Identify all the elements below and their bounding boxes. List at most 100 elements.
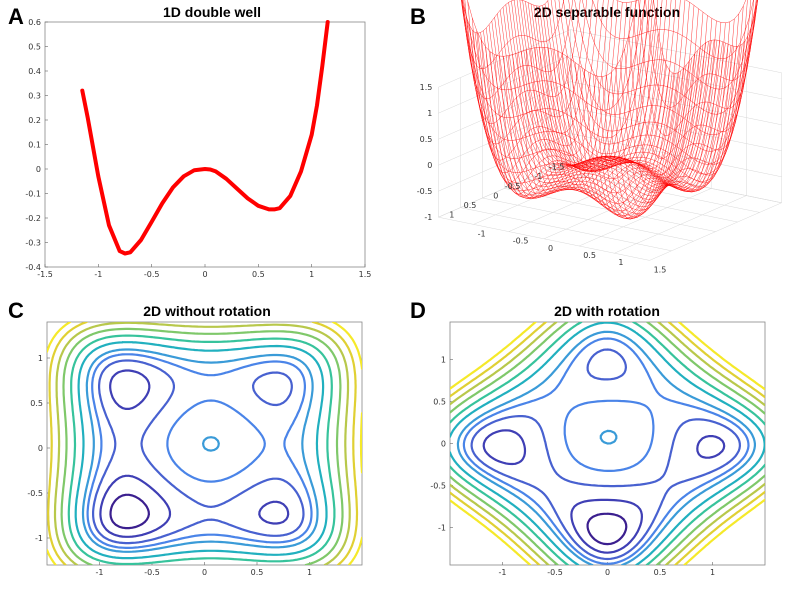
x-tick-label: 0.5 <box>583 251 596 260</box>
x-tick-label: -1 <box>478 229 486 238</box>
y-tick-label: 0.2 <box>28 116 41 125</box>
surface-mesh-line <box>511 0 709 187</box>
grid-line <box>438 216 650 261</box>
contour-line <box>47 322 359 565</box>
contour-line <box>450 322 765 565</box>
series-line <box>80 20 330 256</box>
y-tick-label: -0.3 <box>25 239 41 248</box>
surface-mesh-line <box>552 0 676 192</box>
contour-line <box>47 322 362 565</box>
y-tick-label: 0.4 <box>28 67 41 76</box>
contour-line <box>53 322 351 565</box>
x-tick-label: 1 <box>618 258 623 267</box>
x-tick-label: 0 <box>548 244 553 253</box>
x-tick-label: -0.5 <box>144 568 160 577</box>
panel-d-title: 2D with rotation <box>554 303 660 319</box>
grid-line <box>460 207 672 252</box>
y-tick-label: -0.2 <box>25 214 41 223</box>
y-tick-label: 1 <box>449 211 454 220</box>
contour-line <box>450 322 765 565</box>
y-tick-label: 0.5 <box>464 201 477 210</box>
y-tick-label: -0.5 <box>505 182 521 191</box>
x-tick-label: 1 <box>710 568 715 577</box>
surface-mesh-line <box>601 22 726 220</box>
x-tick-label: 0.5 <box>654 568 667 577</box>
surface-mesh-line <box>462 0 549 34</box>
y-tick-label: -0.1 <box>25 190 41 199</box>
surface-mesh-line <box>624 0 748 192</box>
x-tick-label: 1 <box>309 270 314 279</box>
z-tick-label: 1 <box>427 109 432 118</box>
contour-line <box>81 348 319 553</box>
surface-mesh-line <box>461 0 659 180</box>
y-tick-label: 0 <box>493 191 498 200</box>
y-tick-label: 0.5 <box>30 399 43 408</box>
x-tick-label: 1.5 <box>359 270 372 279</box>
y-tick-label: -0.5 <box>27 489 43 498</box>
surface-mesh-line <box>645 0 758 108</box>
panel-a-title: 1D double well <box>163 4 261 20</box>
surface-mesh-line <box>583 15 708 212</box>
contour-line <box>462 337 750 565</box>
surface-mesh-line <box>566 2 690 199</box>
surface-mesh-line <box>588 18 713 215</box>
plot-area <box>44 21 366 268</box>
x-tick-label: -0.5 <box>144 270 160 279</box>
y-tick-label: -0.4 <box>25 263 41 272</box>
surface-mesh-line <box>469 25 667 212</box>
contour-line <box>109 493 150 530</box>
surface-mesh-line <box>653 0 758 74</box>
z-tick-label: 1.5 <box>420 83 433 92</box>
y-tick-label: 0.1 <box>28 141 41 150</box>
x-tick-label: 0.5 <box>251 568 264 577</box>
panel-letter-a: A <box>8 4 24 29</box>
z-tick-label: 0.5 <box>420 135 433 144</box>
y-tick-label: 0 <box>38 444 43 453</box>
contour-line <box>450 322 765 565</box>
contour-line <box>74 341 328 560</box>
contour-line <box>586 512 628 546</box>
x-tick-label: 0 <box>605 568 610 577</box>
x-tick-label: -0.5 <box>547 568 563 577</box>
y-tick-label: 0.3 <box>28 92 41 101</box>
z-tick-label: -0.5 <box>417 187 433 196</box>
surface-mesh-line <box>615 13 740 211</box>
x-tick-label: -1.5 <box>37 270 53 279</box>
surface-mesh-line <box>461 0 652 139</box>
panel-b-surface-plot: -1 -0.5 0 0.5 1 1.5 -1.5 -1 -0.5 0 0.5 1 -1 -0.5 0 0.5 1… <box>417 0 782 274</box>
contour-line <box>99 369 290 538</box>
grid-line <box>482 197 694 242</box>
contour-line <box>482 429 726 554</box>
surface-mesh-line <box>461 0 656 161</box>
surface-mesh-line <box>477 33 676 220</box>
y-tick-label: 0 <box>441 440 446 449</box>
surface-mesh-line <box>466 17 665 204</box>
surface-mesh-line <box>516 0 641 196</box>
z-tick-label: 0 <box>427 161 432 170</box>
contour-line <box>470 348 741 561</box>
contour-line <box>67 334 336 565</box>
x-tick-label: -1 <box>499 568 507 577</box>
y-tick-label: -1.5 <box>549 163 565 172</box>
x-tick-label: 1.5 <box>654 265 667 274</box>
surface-mesh-line <box>575 8 699 206</box>
surface-mesh-line <box>471 29 670 216</box>
surface-mesh-line <box>467 0 637 77</box>
surface-mesh-line <box>619 5 744 203</box>
grid-line <box>649 202 782 261</box>
x-tick-label: 1 <box>307 568 312 577</box>
surface-mesh-line <box>597 22 722 219</box>
y-tick-label: 0.5 <box>433 398 446 407</box>
surface-mesh-line <box>463 7 662 194</box>
y-tick-label: 1 <box>38 354 43 363</box>
surface-mesh-line <box>610 18 735 216</box>
x-tick-label: -0.5 <box>513 237 529 246</box>
contour-line <box>450 322 765 565</box>
y-tick-label: 0.5 <box>28 43 41 52</box>
y-tick-label: -1 <box>35 534 43 543</box>
y-tick-label: 1 <box>441 356 446 365</box>
x-tick-label: -1 <box>96 568 104 577</box>
surface-mesh-line <box>616 0 747 24</box>
surface-mesh-line <box>633 0 754 159</box>
